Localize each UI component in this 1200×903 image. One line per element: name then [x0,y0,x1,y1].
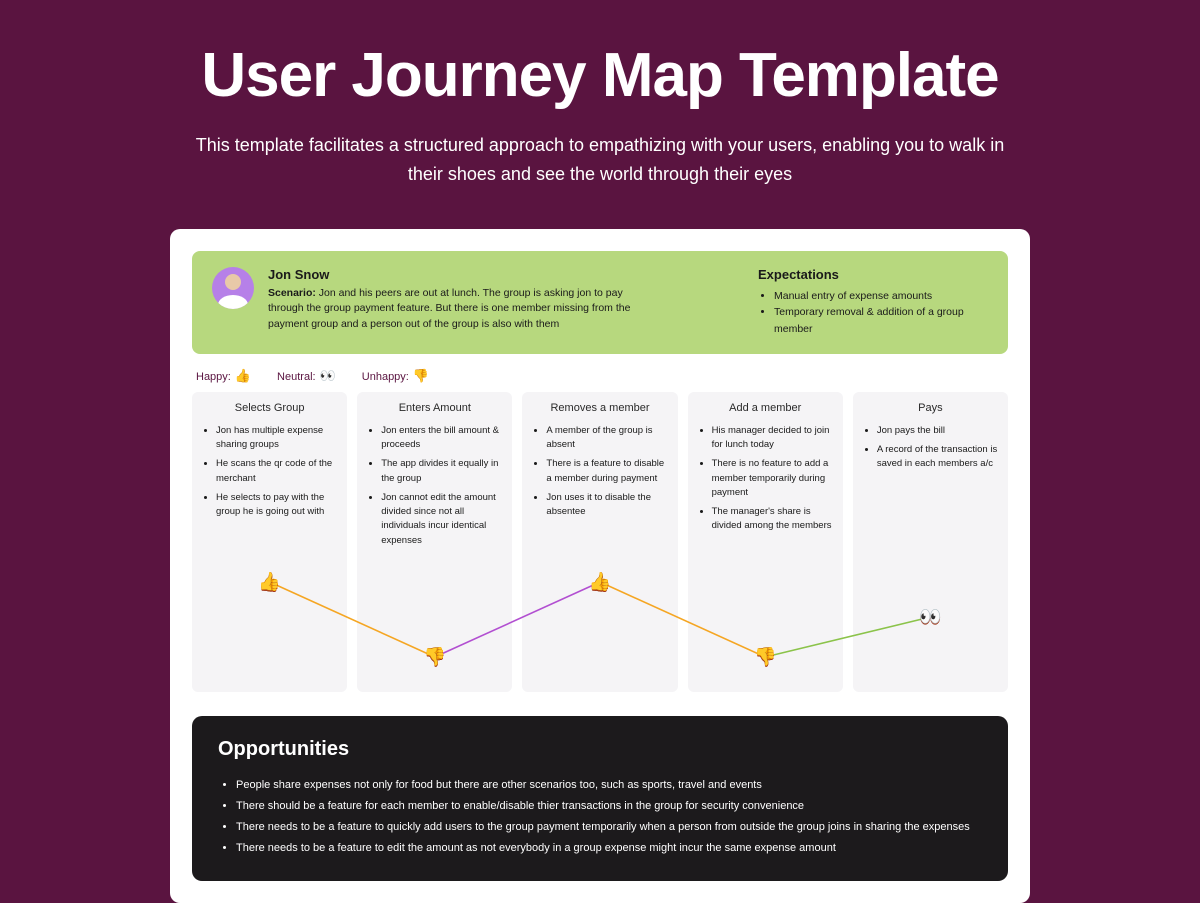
stage-point: His manager decided to join for lunch to… [712,424,833,453]
legend-neutral-label: Neutral: [277,371,316,383]
stage-title: Removes a member [532,402,667,414]
opportunities-list: People share expenses not only for food … [218,775,982,859]
legend-happy-label: Happy: [196,371,231,383]
expectations-block: Expectations Manual entry of expense amo… [758,267,988,338]
stage-title: Pays [863,402,998,414]
stage-point: The app divides it equally in the group [381,457,502,486]
stage-column: Enters Amount Jon enters the bill amount … [357,392,512,692]
stage-column: Removes a member A member of the group is… [522,392,677,692]
opportunity-item: There should be a feature for each membe… [236,796,982,817]
persona-banner: Jon Snow Scenario: Jon and his peers are… [192,251,1008,354]
stage-columns: Selects Group Jon has multiple expense sh… [192,392,1008,692]
stage-point: Jon cannot edit the amount divided since… [381,491,502,548]
thumbs-down-icon: 👎 [413,368,429,383]
stage-column: Pays Jon pays the bill A record of the tra… [853,392,1008,692]
expectations-title: Expectations [758,267,988,282]
stage-point: The manager's share is divided among the… [712,505,833,534]
stage-point: Jon pays the bill [877,424,998,438]
stage-point: Jon uses it to disable the absentee [546,491,667,520]
stage-point: A record of the transaction is saved in … [877,443,998,472]
opportunity-item: People share expenses not only for food … [236,775,982,796]
eyes-icon: 👀 [320,368,336,383]
stage-point: There is no feature to add a member temp… [712,457,833,500]
persona-avatar [212,267,254,309]
expectations-list: Manual entry of expense amounts Temporar… [758,288,988,338]
stage-point: Jon has multiple expense sharing groups [216,424,337,453]
stage-points: Jon enters the bill amount & proceeds The… [367,424,502,548]
stage-title: Add a member [698,402,833,414]
thumbs-up-icon: 👍 [235,368,251,383]
stage-column: Selects Group Jon has multiple expense sh… [192,392,347,692]
stage-point: Jon enters the bill amount & proceeds [381,424,502,453]
scenario-text: Jon and his peers are out at lunch. The … [268,287,630,331]
stage-points: Jon has multiple expense sharing groups H… [202,424,337,520]
stage-points: His manager decided to join for lunch to… [698,424,833,534]
stage-column: Add a member His manager decided to join … [688,392,843,692]
stage-point: A member of the group is absent [546,424,667,453]
opportunity-item: There needs to be a feature to edit the … [236,838,982,859]
scenario-label: Scenario: [268,287,316,299]
expectation-item: Temporary removal & addition of a group … [774,304,988,338]
stage-title: Enters Amount [367,402,502,414]
stage-title: Selects Group [202,402,337,414]
opportunity-item: There needs to be a feature to quickly a… [236,817,982,838]
journey-canvas: Jon Snow Scenario: Jon and his peers are… [170,229,1030,903]
opportunities-panel: Opportunities People share expenses not … [192,716,1008,881]
legend-unhappy-label: Unhappy: [362,371,409,383]
opportunities-title: Opportunities [218,738,982,761]
page-title: User Journey Map Template [60,40,1140,111]
expectation-item: Manual entry of expense amounts [774,288,988,305]
stage-point: He scans the qr code of the merchant [216,457,337,486]
emotion-legend: Happy: 👍 Neutral: 👀 Unhappy: 👎 [192,354,1008,392]
page-subtitle: This template facilitates a structured a… [190,131,1010,189]
stage-point: He selects to pay with the group he is g… [216,491,337,520]
stage-point: There is a feature to disable a member d… [546,457,667,486]
stage-points: Jon pays the bill A record of the transac… [863,424,998,472]
stage-points: A member of the group is absent There is … [532,424,667,520]
persona-scenario: Scenario: Jon and his peers are out at l… [268,286,648,333]
persona-name: Jon Snow [268,267,744,282]
